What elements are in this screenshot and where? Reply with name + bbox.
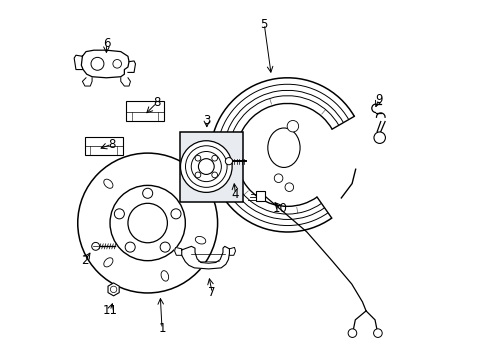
Polygon shape — [174, 247, 182, 255]
Circle shape — [285, 183, 293, 192]
Circle shape — [91, 57, 104, 70]
Circle shape — [160, 242, 170, 252]
Bar — [180, 132, 242, 202]
Text: 5: 5 — [260, 18, 267, 31]
Text: 9: 9 — [374, 93, 382, 106]
Ellipse shape — [161, 271, 168, 281]
Polygon shape — [82, 78, 92, 86]
Circle shape — [128, 203, 167, 243]
Bar — [126, 101, 163, 121]
Circle shape — [142, 188, 152, 198]
Circle shape — [195, 155, 201, 161]
Ellipse shape — [195, 237, 205, 244]
Circle shape — [113, 59, 121, 68]
Polygon shape — [229, 247, 235, 255]
Circle shape — [211, 155, 217, 161]
Circle shape — [373, 329, 382, 337]
Text: 8: 8 — [153, 96, 160, 109]
Circle shape — [274, 174, 282, 183]
Text: 6: 6 — [102, 37, 110, 50]
Text: 10: 10 — [272, 202, 287, 215]
Circle shape — [110, 185, 185, 261]
Text: 1: 1 — [158, 322, 165, 335]
Bar — [85, 137, 122, 155]
Polygon shape — [182, 246, 229, 269]
Polygon shape — [74, 55, 82, 69]
Circle shape — [191, 152, 221, 181]
Text: 7: 7 — [208, 287, 216, 300]
Circle shape — [185, 146, 226, 187]
Circle shape — [373, 132, 385, 143]
Ellipse shape — [103, 258, 113, 267]
Polygon shape — [121, 78, 130, 86]
Text: 3: 3 — [203, 114, 210, 127]
Circle shape — [225, 158, 232, 165]
Circle shape — [92, 242, 100, 250]
Ellipse shape — [182, 179, 191, 188]
Polygon shape — [128, 61, 135, 72]
Circle shape — [286, 121, 298, 132]
Circle shape — [195, 172, 201, 178]
Polygon shape — [81, 50, 129, 78]
Circle shape — [180, 141, 232, 192]
Circle shape — [171, 209, 181, 219]
Circle shape — [211, 172, 217, 178]
Ellipse shape — [267, 128, 300, 167]
Circle shape — [114, 209, 124, 219]
Circle shape — [78, 153, 217, 293]
Ellipse shape — [103, 179, 113, 188]
Text: 8: 8 — [108, 138, 115, 150]
Text: 2: 2 — [81, 254, 88, 267]
Circle shape — [347, 329, 356, 337]
Circle shape — [198, 159, 214, 175]
Text: 4: 4 — [231, 188, 239, 201]
Circle shape — [125, 242, 135, 252]
Bar — [255, 191, 264, 201]
Text: 11: 11 — [102, 305, 117, 318]
